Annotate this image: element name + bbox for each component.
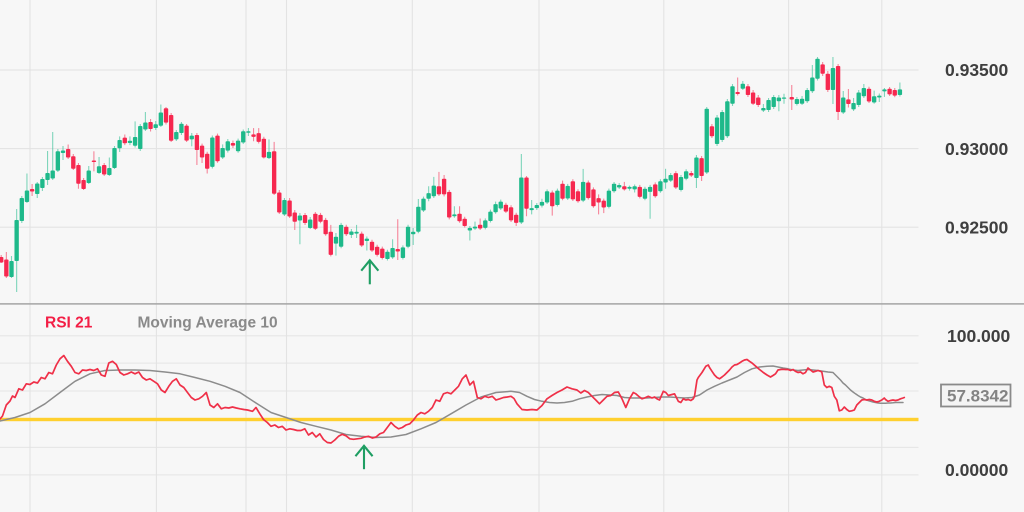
svg-text:Moving Average 10: Moving Average 10 [138, 315, 278, 332]
svg-text:100.000: 100.000 [947, 326, 1011, 346]
svg-text:0.93000: 0.93000 [945, 139, 1009, 159]
svg-text:0.93500: 0.93500 [945, 60, 1009, 80]
svg-text:57.8342: 57.8342 [947, 387, 1008, 406]
svg-text:0.92500: 0.92500 [945, 217, 1009, 237]
svg-text:RSI 21: RSI 21 [45, 315, 93, 332]
svg-text:0.00000: 0.00000 [945, 460, 1009, 480]
